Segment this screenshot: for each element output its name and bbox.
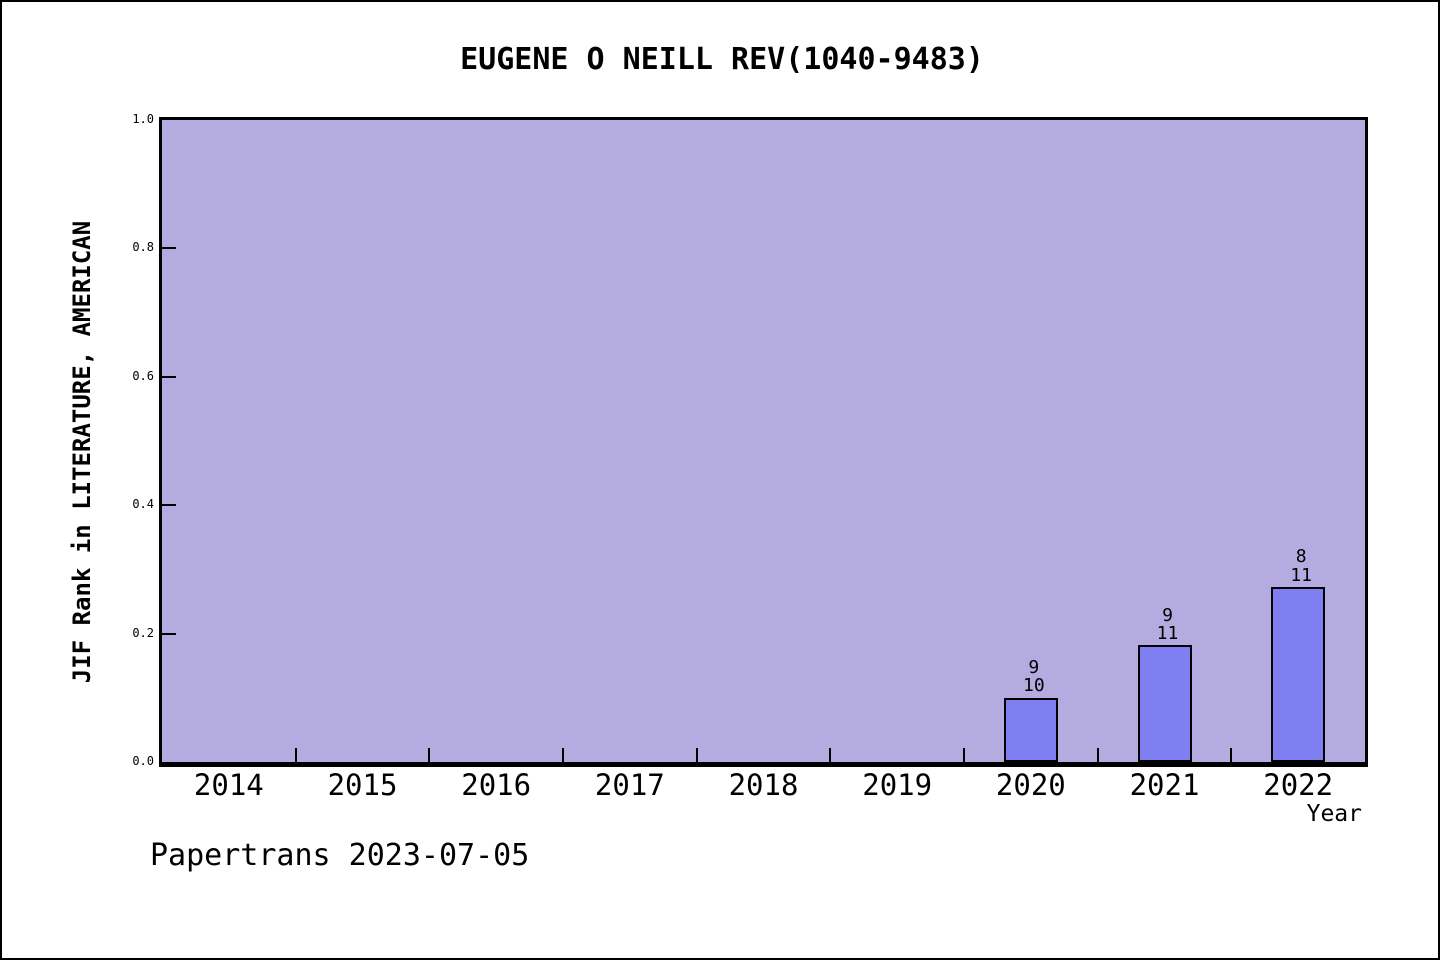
y-tick-label: 0.0	[132, 754, 154, 768]
x-axis-tick	[695, 748, 698, 762]
x-axis-tick	[428, 748, 431, 762]
x-tick-label: 2017	[594, 768, 665, 802]
x-axis-tick	[562, 748, 564, 762]
x-axis-tick	[829, 748, 832, 762]
y-tick-label: 0.4	[132, 497, 154, 512]
watermark-text: Papertrans 2023-07-05	[150, 838, 530, 873]
x-axis-tick	[1096, 748, 1099, 762]
x-tick-label: 2018	[728, 768, 799, 802]
bar-label-2021: 9 11	[1156, 604, 1179, 644]
y-axis-tick	[162, 632, 176, 635]
y-tick-label: 0.8	[132, 240, 154, 255]
x-axis-title: Year	[1306, 801, 1362, 827]
bar-label-2020: 9 10	[1022, 657, 1045, 697]
y-axis-tick	[162, 375, 176, 378]
x-axis-tick	[294, 748, 297, 762]
x-tick-label: 2015	[327, 768, 398, 802]
bar-2021	[1137, 645, 1192, 762]
bar-label-2022: 8 11	[1290, 546, 1312, 586]
y-axis-title-text: JIF Rank in LITERATURE, AMERICAN	[68, 220, 96, 684]
x-tick-label: 2022	[1263, 768, 1334, 802]
x-axis-tick	[1230, 748, 1233, 762]
x-tick-label: 2016	[461, 768, 532, 802]
y-tick-label: 0.6	[132, 368, 154, 383]
y-axis-tick	[162, 247, 176, 250]
x-tick-label: 2020	[995, 768, 1066, 802]
x-axis-tick	[963, 748, 965, 762]
bar-2022	[1271, 586, 1326, 762]
x-tick-label: 2014	[193, 768, 264, 802]
bar-2020	[1003, 697, 1058, 762]
x-tick-label: 2019	[862, 768, 933, 802]
chart-title: EUGENE O NEILL REV(1040-9483)	[460, 42, 984, 77]
plot-area: 9 10 9 11 8 11	[159, 117, 1368, 767]
x-tick-label: 2021	[1129, 768, 1200, 802]
y-tick-label: 1.0	[132, 112, 154, 126]
y-axis-tick	[162, 504, 176, 507]
y-tick-label: 0.2	[132, 625, 154, 640]
